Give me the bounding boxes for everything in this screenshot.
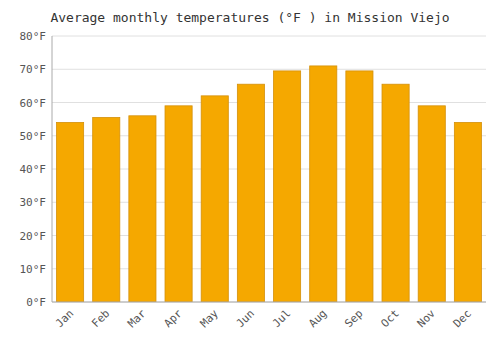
y-tick-label: 70°F <box>20 63 47 76</box>
bar <box>274 71 301 302</box>
bar <box>57 122 84 302</box>
y-tick-label: 30°F <box>20 196 47 209</box>
bar <box>382 84 409 302</box>
x-tick-label: Oct <box>378 307 401 330</box>
x-tick-label: Jan <box>53 307 76 330</box>
y-tick-label: 10°F <box>20 263 47 276</box>
x-axis <box>52 302 486 303</box>
x-tick-label: Mar <box>125 307 149 331</box>
x-tick-label: May <box>198 307 222 331</box>
x-tick-label: Apr <box>161 307 185 331</box>
x-tick-label: Feb <box>89 307 112 330</box>
bar <box>418 106 445 302</box>
y-tick-label: 20°F <box>20 230 47 243</box>
y-tick-label: 0°F <box>26 296 46 309</box>
bar <box>346 71 373 302</box>
bars <box>57 66 482 302</box>
x-tick-label: Jun <box>234 307 257 330</box>
y-tick-label: 40°F <box>20 163 47 176</box>
x-tick-label: Jul <box>270 307 293 330</box>
x-tick-label: Sep <box>342 307 365 330</box>
bar <box>454 122 481 302</box>
grid-line <box>52 69 486 70</box>
y-tick-label: 80°F <box>20 30 47 43</box>
bar <box>165 106 192 302</box>
x-tick-label: Nov <box>415 307 439 331</box>
y-axis <box>52 36 53 302</box>
y-grid <box>52 36 486 302</box>
bar <box>93 117 120 302</box>
bar <box>310 66 337 302</box>
bar <box>237 84 264 302</box>
bar <box>201 96 228 302</box>
grid-line <box>52 302 486 303</box>
y-tick-label: 60°F <box>20 97 47 110</box>
x-tick-label: Dec <box>451 307 474 330</box>
chart: Average monthly temperatures (°F ) in Mi… <box>0 0 500 350</box>
bar <box>129 116 156 302</box>
title: Average monthly temperatures (°F ) in Mi… <box>50 10 449 25</box>
y-tick-label: 50°F <box>20 130 47 143</box>
grid-line <box>52 36 486 37</box>
x-tick-label: Aug <box>306 307 329 330</box>
grid-line <box>52 102 486 103</box>
